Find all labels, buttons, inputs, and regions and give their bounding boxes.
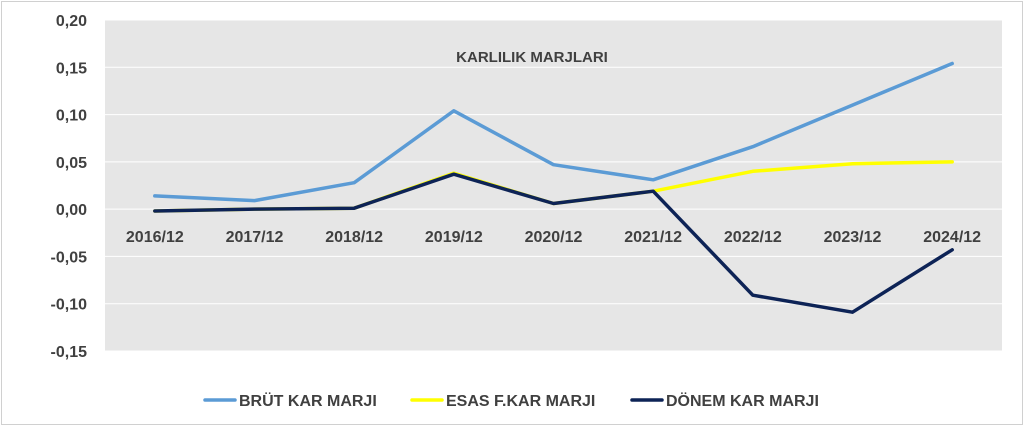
x-tick-label: 2019/12 <box>425 229 483 246</box>
x-tick-label: 2016/12 <box>126 229 184 246</box>
chart-title: KARLILIK MARJLARI <box>456 49 608 66</box>
x-tick-label: 2023/12 <box>824 229 882 246</box>
x-tick-label: 2024/12 <box>923 229 981 246</box>
x-tick-label: 2018/12 <box>325 229 383 246</box>
x-axis-ticks: 2016/12 2017/12 2018/12 2019/12 2020/12 2021/… <box>126 229 981 246</box>
x-tick-label: 2020/12 <box>525 229 583 246</box>
legend: BRÜT KAR MARJI ESAS F.KAR MARJI DÖNEM KAR … <box>203 391 819 410</box>
y-tick-label: 0,10 <box>56 108 87 125</box>
gridlines <box>105 19 1002 352</box>
series-line-1 <box>153 61 954 203</box>
y-tick-label: -0,10 <box>51 297 88 314</box>
x-tick-label: 2017/12 <box>226 229 284 246</box>
y-tick-label: 0,20 <box>56 13 87 30</box>
legend-label: DÖNEM KAR MARJI <box>666 391 819 410</box>
series-lines <box>153 61 954 314</box>
legend-label: ESAS F.KAR MARJI <box>446 393 595 410</box>
legend-label: BRÜT KAR MARJI <box>239 391 377 410</box>
y-tick-label: 0,15 <box>56 60 87 77</box>
y-tick-label: -0,15 <box>51 344 88 361</box>
plot-area <box>105 20 1002 351</box>
y-axis-ticks: 0,20 0,15 0,10 0,05 0,00 -0,05 -0,10 -0,15 <box>51 13 88 361</box>
y-tick-label: 0,05 <box>56 155 87 172</box>
x-tick-label: 2022/12 <box>724 229 782 246</box>
y-tick-label: 0,00 <box>56 202 87 219</box>
x-tick-label: 2021/12 <box>624 229 682 246</box>
y-tick-label: -0,05 <box>51 249 88 266</box>
series-line-3 <box>153 172 954 314</box>
